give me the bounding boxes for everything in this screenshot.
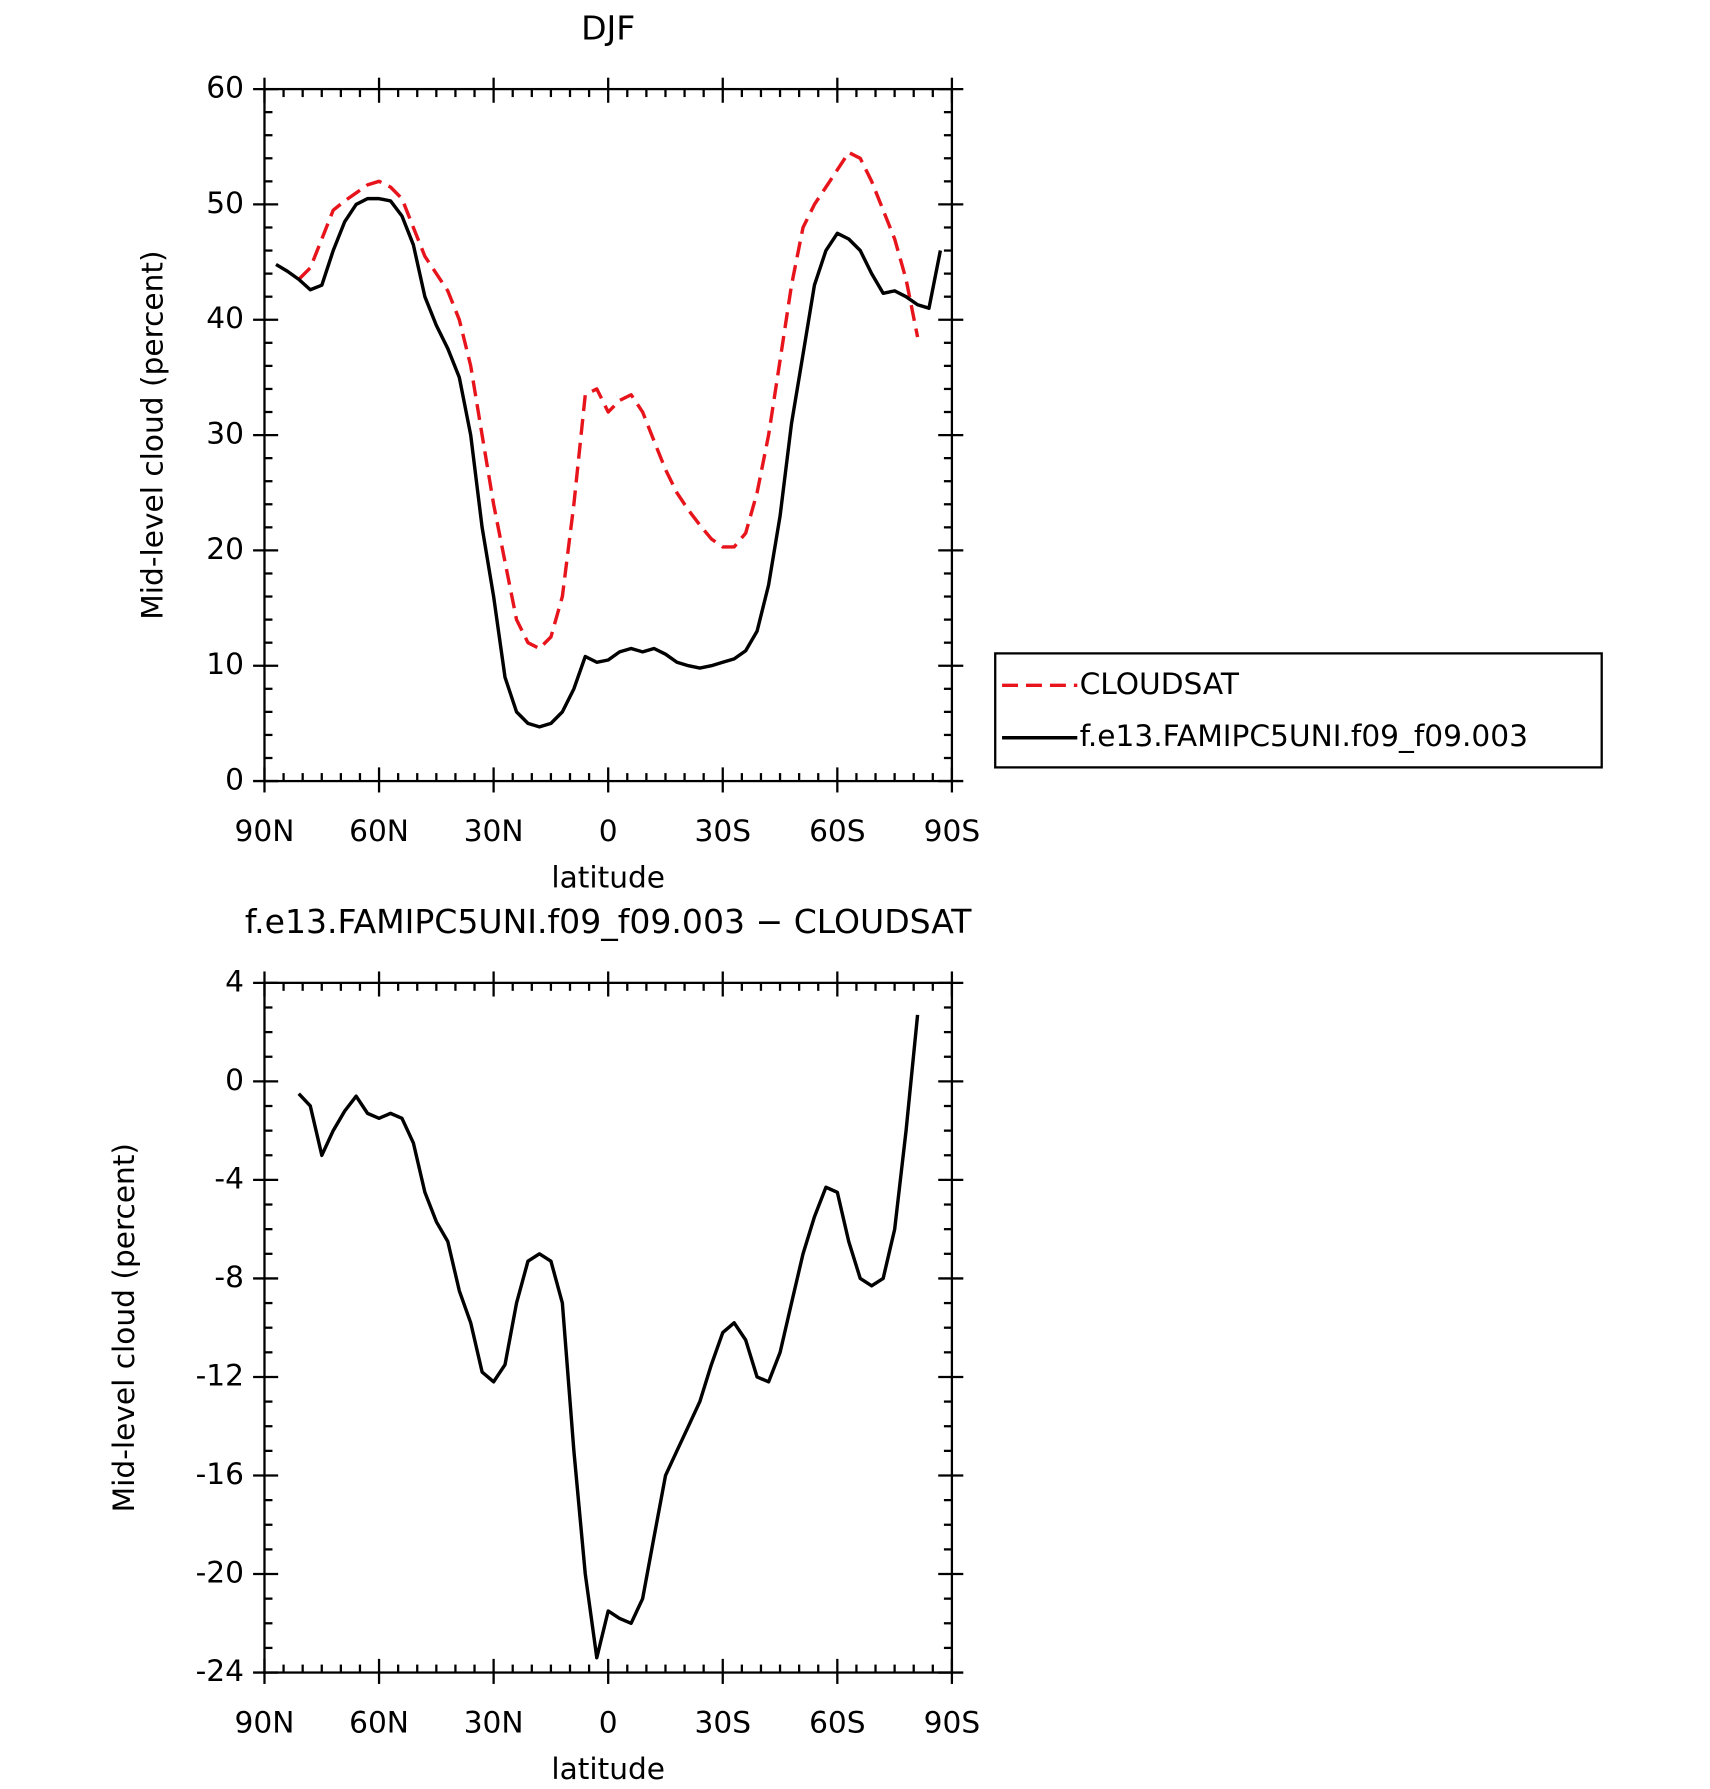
y-tick-label: -8 (214, 1259, 244, 1294)
chart-title: DJF (581, 8, 635, 47)
y-tick-label: -24 (196, 1653, 244, 1688)
legend-box (994, 652, 1603, 769)
y-tick-label: 0 (225, 762, 244, 797)
x-tick-label: 90S (924, 1704, 981, 1739)
data-line (275, 196, 943, 729)
x-tick-label: 90N (235, 813, 295, 848)
x-tick-label: 0 (599, 1704, 618, 1739)
y-axis-label: Mid-level cloud (percent) (134, 250, 169, 619)
y-tick-label: 0 (225, 1062, 244, 1097)
y-tick-label: 40 (206, 300, 244, 335)
x-tick-label: 60S (809, 813, 866, 848)
x-tick-label: 0 (599, 813, 618, 848)
y-tick-label: -4 (214, 1160, 244, 1195)
x-axis-label: latitude (551, 1751, 665, 1786)
y-tick-label: 30 (206, 416, 244, 451)
legend-label: f.e13.FAMIPC5UNI.f09_f09.003 (1080, 718, 1528, 753)
x-tick-label: 30N (464, 813, 524, 848)
x-axis-label: latitude (551, 860, 665, 895)
x-tick-label: 30S (695, 813, 752, 848)
data-line (297, 150, 920, 651)
y-tick-label: 10 (206, 646, 244, 681)
plot-frame (263, 981, 954, 1674)
y-tick-label: -20 (196, 1555, 244, 1590)
y-tick-label: -16 (196, 1456, 244, 1491)
legend-label: CLOUDSAT (1080, 666, 1240, 701)
data-line (297, 1014, 920, 1660)
x-tick-label: 60N (349, 1704, 409, 1739)
x-tick-label: 60S (809, 1704, 866, 1739)
x-tick-label: 90S (924, 813, 981, 848)
x-tick-label: 90N (235, 1704, 295, 1739)
y-tick-label: 50 (206, 185, 244, 220)
y-tick-label: -12 (196, 1357, 244, 1392)
y-tick-label: 60 (206, 70, 244, 105)
x-tick-label: 30S (695, 1704, 752, 1739)
y-tick-label: 20 (206, 531, 244, 566)
chart-title: f.e13.FAMIPC5UNI.f09_f09.003 − CLOUDSAT (245, 902, 972, 941)
y-tick-label: 4 (225, 963, 244, 998)
x-tick-label: 30N (464, 1704, 524, 1739)
plot-frame (263, 87, 954, 783)
x-tick-label: 60N (349, 813, 409, 848)
y-axis-label: Mid-level cloud (percent) (106, 1143, 141, 1512)
